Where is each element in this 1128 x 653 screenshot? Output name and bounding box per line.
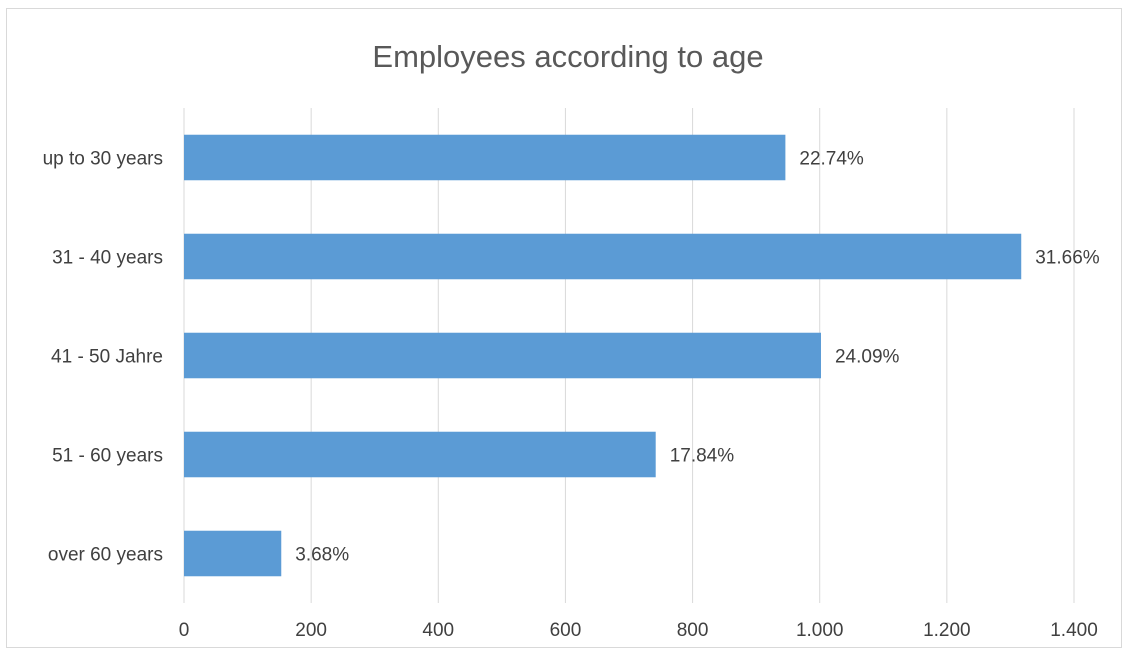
value-axis: 0 200 400 600 800 1.000 1.200 1.400 [179,620,1098,641]
x-tick-label: 200 [295,620,327,641]
bars [184,134,1022,577]
data-label: 17.84% [670,446,735,467]
data-label: 24.09% [835,347,900,368]
bar [184,233,1022,280]
category-label: 31 - 40 years [52,248,163,269]
bar [184,332,821,379]
category-label: up to 30 years [43,149,163,170]
x-tick-label: 800 [677,620,709,641]
bar [184,134,786,181]
bar [184,530,282,577]
x-tick-label: 1.200 [923,620,971,641]
category-label: over 60 years [48,545,163,566]
data-labels: 22.74% 31.66% 24.09% 17.84% 3.68% [295,149,1100,566]
category-label: 51 - 60 years [52,446,163,467]
data-label: 22.74% [799,149,864,170]
x-tick-label: 1.400 [1050,620,1098,641]
x-tick-label: 0 [179,620,190,641]
category-axis: up to 30 years 31 - 40 years 41 - 50 Jahre… [43,149,163,566]
x-tick-label: 400 [422,620,454,641]
x-tick-label: 600 [550,620,582,641]
bar [184,431,656,478]
x-tick-label: 1.000 [796,620,844,641]
data-label: 3.68% [295,545,349,566]
chart-title: Employees according to age [372,39,763,74]
data-label: 31.66% [1035,248,1100,269]
category-label: 41 - 50 Jahre [51,347,163,368]
